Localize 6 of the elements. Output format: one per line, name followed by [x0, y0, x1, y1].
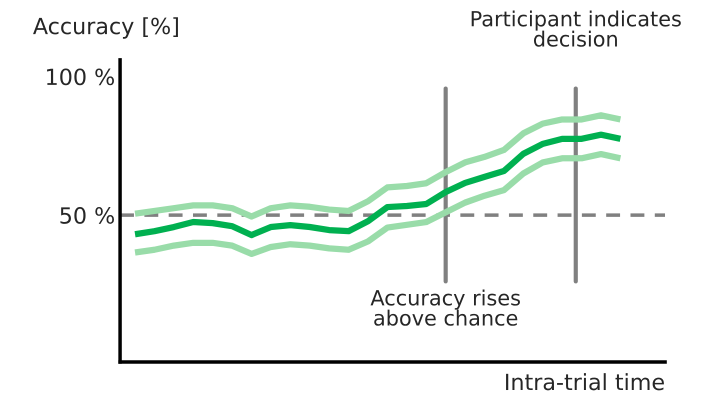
annotation: Accuracy rises above chance — [370, 290, 520, 326]
y-tick-label: 50 % — [60, 207, 114, 224]
y-axis-title: Accuracy [%] — [33, 17, 178, 39]
text: Participant indicates decision — [472, 10, 681, 47]
x-axis-title: Intra-trial time — [506, 373, 664, 390]
y-tick-label: 100 % — [47, 68, 114, 86]
